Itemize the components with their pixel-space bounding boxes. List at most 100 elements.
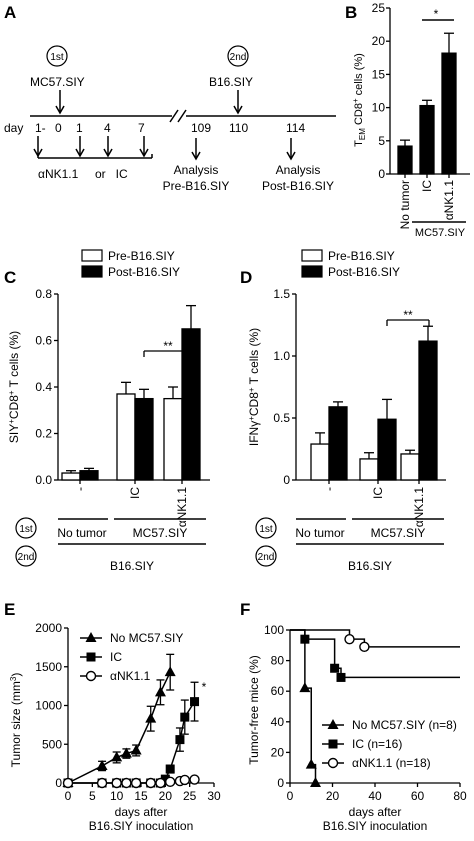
panel-e-legend-marker	[85, 670, 97, 682]
panel-e-x-tick-label: 25	[183, 789, 197, 803]
panel-f-x-tick-label: 60	[411, 789, 425, 803]
panel-d-legend-label: Pre-B16.SIY	[328, 249, 395, 263]
panel-e-point	[164, 776, 176, 788]
panel-e-legend-label: No MC57.SIY	[110, 631, 183, 645]
panel-f-y-tick-label: 0	[277, 776, 284, 790]
panel-f-series-line	[290, 629, 460, 679]
panel-f-point	[310, 777, 321, 787]
panel-c-bar	[116, 393, 136, 481]
panel-b-bar	[397, 145, 413, 175]
row-b16: B16.SIY	[110, 559, 154, 573]
panel-e-point	[179, 774, 191, 786]
panel-d-legend-swatch-post	[301, 265, 323, 278]
panel-e-y-tick-label: 1000	[35, 699, 62, 713]
panel-e-point	[145, 712, 157, 723]
day-tick: 110	[229, 121, 248, 135]
panel-e-ylabel: Tumor size (mm3)	[9, 673, 23, 768]
arrowhead-analysis-2	[286, 151, 296, 161]
analysis-1-sub: Pre-B16.SIY	[163, 179, 230, 193]
panel-e-point	[130, 777, 142, 789]
panel-c-row-labels: 1st 2nd No tumor MC57.SIY B16.SIY	[15, 517, 206, 573]
panel-f-y-tick-label: 100	[264, 623, 284, 637]
day-label: day	[4, 121, 23, 135]
row-first-mark: 1st	[19, 524, 33, 535]
panel-b-y-tick-label: 10	[372, 101, 386, 115]
panel-f-legend-marker	[327, 757, 339, 769]
panel-b-y-tick-label: 15	[372, 67, 386, 81]
panel-f-legend-label: IC (n=16)	[352, 737, 402, 751]
panel-e-x-tick-label: 0	[65, 789, 72, 803]
panel-d-bar	[418, 340, 438, 481]
panel-e-point	[154, 686, 166, 697]
panel-b-star: *	[434, 7, 439, 21]
panel-b-y-tick-label: 25	[372, 1, 386, 15]
panel-f-x-tick-label: 40	[368, 789, 382, 803]
day-tick: 7	[138, 121, 145, 135]
analysis-2-sub: Post-B16.SIY	[262, 179, 334, 193]
panel-c-annotation: **	[163, 339, 173, 353]
panel-f-y-tick-label: 80	[271, 654, 285, 668]
panel-d-ylabel: IFNγ+CD8+ T cells (%)	[247, 328, 261, 446]
panel-d-legend-label: Post-B16.SIY	[328, 265, 400, 279]
second-circle	[227, 45, 249, 67]
panel-e-point	[160, 774, 170, 784]
row-first-mark: 1st	[259, 524, 273, 535]
panel-e-series-line	[67, 671, 171, 784]
panel-e-point	[120, 747, 132, 758]
panel-f-point	[299, 682, 311, 693]
panel-label-a: A	[4, 3, 16, 22]
row-no-tumor: No tumor	[295, 526, 344, 540]
break-mark-2	[177, 109, 187, 123]
panel-label-f: F	[240, 600, 250, 619]
row-second-circle	[255, 545, 277, 567]
day-tick: 1	[76, 121, 83, 135]
panel-d-legend-swatch-pre	[301, 249, 323, 262]
panel-label-c: C	[4, 268, 16, 287]
first-mark: 1st	[50, 52, 64, 63]
panel-e-point	[96, 777, 108, 789]
panel-c-x-tick-label: -	[73, 487, 87, 491]
panel-d-bar	[328, 406, 348, 481]
panel-d-y-tick-label: 0.5	[273, 411, 290, 425]
day-tick: 114	[286, 121, 305, 135]
panel-e-legend-label: αNK1.1	[110, 669, 151, 683]
panel-c-legend-swatch-pre	[81, 249, 103, 262]
panel-c-bar	[134, 397, 154, 481]
panel-f-x-tick-label: 20	[326, 789, 340, 803]
panel-e-point	[62, 777, 74, 789]
arrowhead-analysis-1	[191, 151, 201, 161]
panel-e-point	[96, 759, 108, 770]
panel-b-group-label: MC57.SIY	[415, 227, 466, 239]
panel-f-legend-marker	[328, 739, 338, 749]
panel-d-bar	[377, 418, 397, 481]
panel-e-legend-marker	[86, 652, 96, 662]
panel-e-point	[189, 774, 200, 785]
day-tick: 109	[191, 121, 211, 135]
panel-e-xlabel: days after	[115, 805, 168, 819]
day-tick: 1-	[35, 121, 46, 135]
panel-f-legend-label: No MC57.SIY (n=8)	[352, 718, 457, 732]
panel-f-y-tick-label: 20	[271, 745, 285, 759]
panel-c-y-tick-label: 0.4	[35, 380, 52, 394]
panel-b-bar	[441, 52, 457, 175]
panel-e-point	[145, 777, 156, 789]
panel-c-ylabel: SIY+CD8+ T cells (%)	[7, 331, 21, 443]
panel-d-row-labels: 1st 2nd No tumor MC57.SIY B16.SIY	[255, 517, 444, 573]
break-mark-1	[169, 109, 179, 123]
panel-b-x-tick-label: IC	[420, 180, 434, 192]
panel-label-d: D	[240, 268, 252, 287]
panel-e-xlabel-2: B16.SIY inoculation	[89, 819, 194, 833]
panel-label-b: B	[345, 3, 357, 22]
panel-f-xlabel: days after	[349, 805, 402, 819]
treatment-arrows	[33, 136, 153, 159]
arrowhead-first	[55, 105, 65, 115]
panel-f-y-tick-label: 60	[271, 684, 285, 698]
panel-label-e: E	[4, 600, 15, 619]
panel-f-series-line	[290, 629, 460, 648]
panel-b-ylabel: TEM CD8+ cells (%)	[351, 53, 367, 147]
row-mc57: MC57.SIY	[133, 526, 188, 540]
panel-e-legend-marker	[85, 632, 97, 642]
panel-e-annotation: *	[202, 680, 207, 694]
